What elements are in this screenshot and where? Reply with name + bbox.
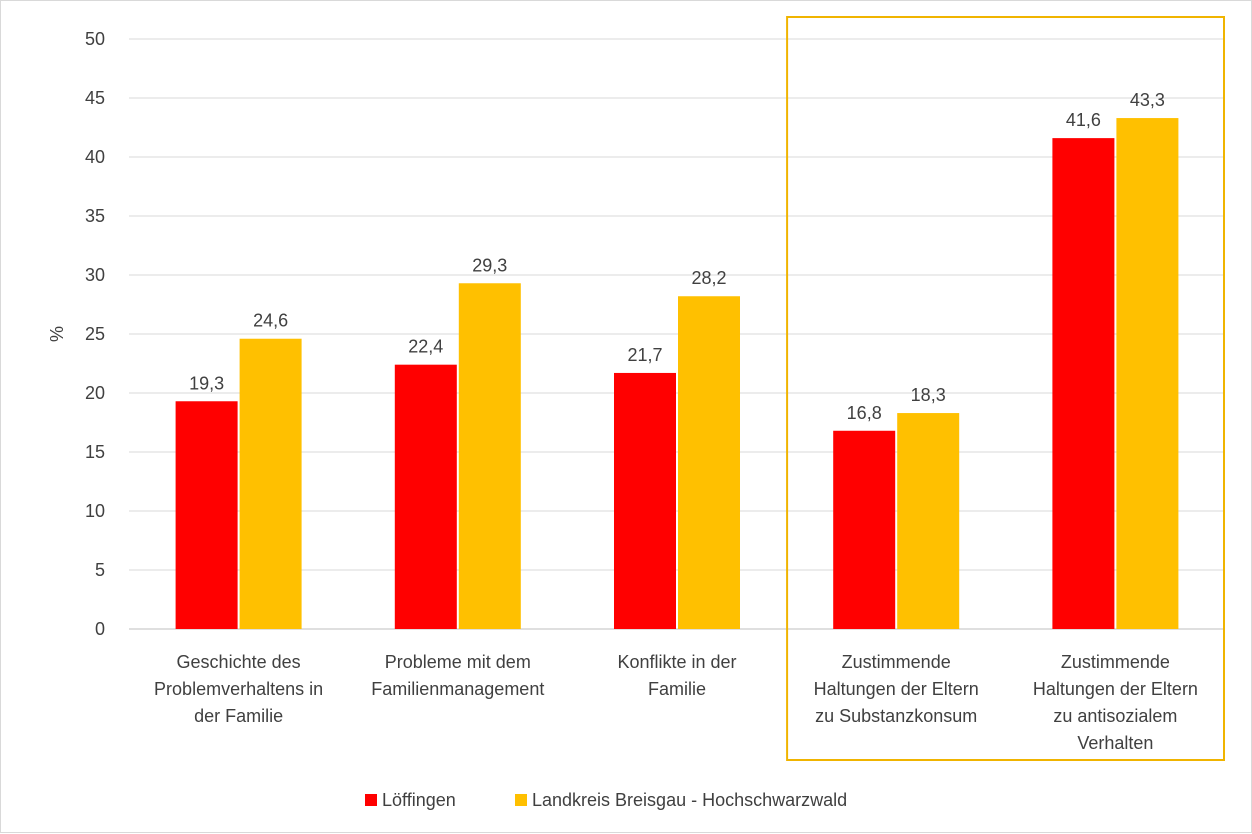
bar-loeffingen — [614, 372, 676, 629]
y-tick-label: 15 — [85, 442, 105, 462]
y-tick-label: 0 — [95, 619, 105, 639]
data-label: 21,7 — [627, 345, 662, 365]
bar-landkreis — [458, 283, 521, 629]
x-tick-label: Konflikte in der — [617, 652, 736, 672]
data-label: 28,2 — [691, 268, 726, 288]
legend-swatch-loeffingen — [365, 794, 377, 806]
x-tick-label: Zustimmende — [1061, 652, 1170, 672]
data-label: 22,4 — [408, 337, 443, 357]
data-label: 18,3 — [911, 385, 946, 405]
data-label: 41,6 — [1066, 110, 1101, 130]
data-label: 29,3 — [472, 255, 507, 275]
x-tick-label: zu antisozialem — [1053, 706, 1177, 726]
data-label: 43,3 — [1130, 90, 1165, 110]
highlight-box — [786, 16, 1225, 761]
legend-label: Löffingen — [382, 790, 456, 810]
x-tick-label: Probleme mit dem — [385, 652, 531, 672]
y-tick-label: 25 — [85, 324, 105, 344]
data-label: 24,6 — [253, 311, 288, 331]
y-tick-label: 45 — [85, 88, 105, 108]
legend-swatch-landkreis — [515, 794, 527, 806]
x-tick-label: Problemverhaltens in — [154, 679, 323, 699]
x-tick-label: Verhalten — [1077, 733, 1153, 753]
bar-loeffingen — [833, 430, 896, 629]
y-tick-label: 30 — [85, 265, 105, 285]
x-tick-label: Familienmanagement — [371, 679, 544, 699]
x-tick-label: Haltungen der Eltern — [1033, 679, 1198, 699]
y-axis-label: % — [47, 326, 67, 342]
bar-loeffingen — [1052, 138, 1115, 629]
x-tick-label: Geschichte des — [177, 652, 301, 672]
y-tick-label: 20 — [85, 383, 105, 403]
bar-landkreis — [897, 413, 960, 629]
legend-label: Landkreis Breisgau - Hochschwarzwald — [532, 790, 847, 810]
y-tick-label: 35 — [85, 206, 105, 226]
x-tick-label: Zustimmende — [842, 652, 951, 672]
data-label: 16,8 — [847, 403, 882, 423]
data-label: 19,3 — [189, 373, 224, 393]
y-tick-label: 10 — [85, 501, 105, 521]
x-tick-label: Haltungen der Eltern — [814, 679, 979, 699]
bar-landkreis — [678, 296, 740, 629]
x-tick-label: der Familie — [194, 706, 283, 726]
bar-loeffingen — [175, 401, 238, 629]
x-tick-label: Familie — [648, 679, 706, 699]
y-tick-label: 5 — [95, 560, 105, 580]
x-tick-label: zu Substanzkonsum — [815, 706, 977, 726]
y-tick-label: 40 — [85, 147, 105, 167]
bar-landkreis — [239, 338, 302, 629]
bar-loeffingen — [394, 364, 457, 629]
bar-landkreis — [1116, 118, 1179, 629]
y-tick-label: 50 — [85, 29, 105, 49]
